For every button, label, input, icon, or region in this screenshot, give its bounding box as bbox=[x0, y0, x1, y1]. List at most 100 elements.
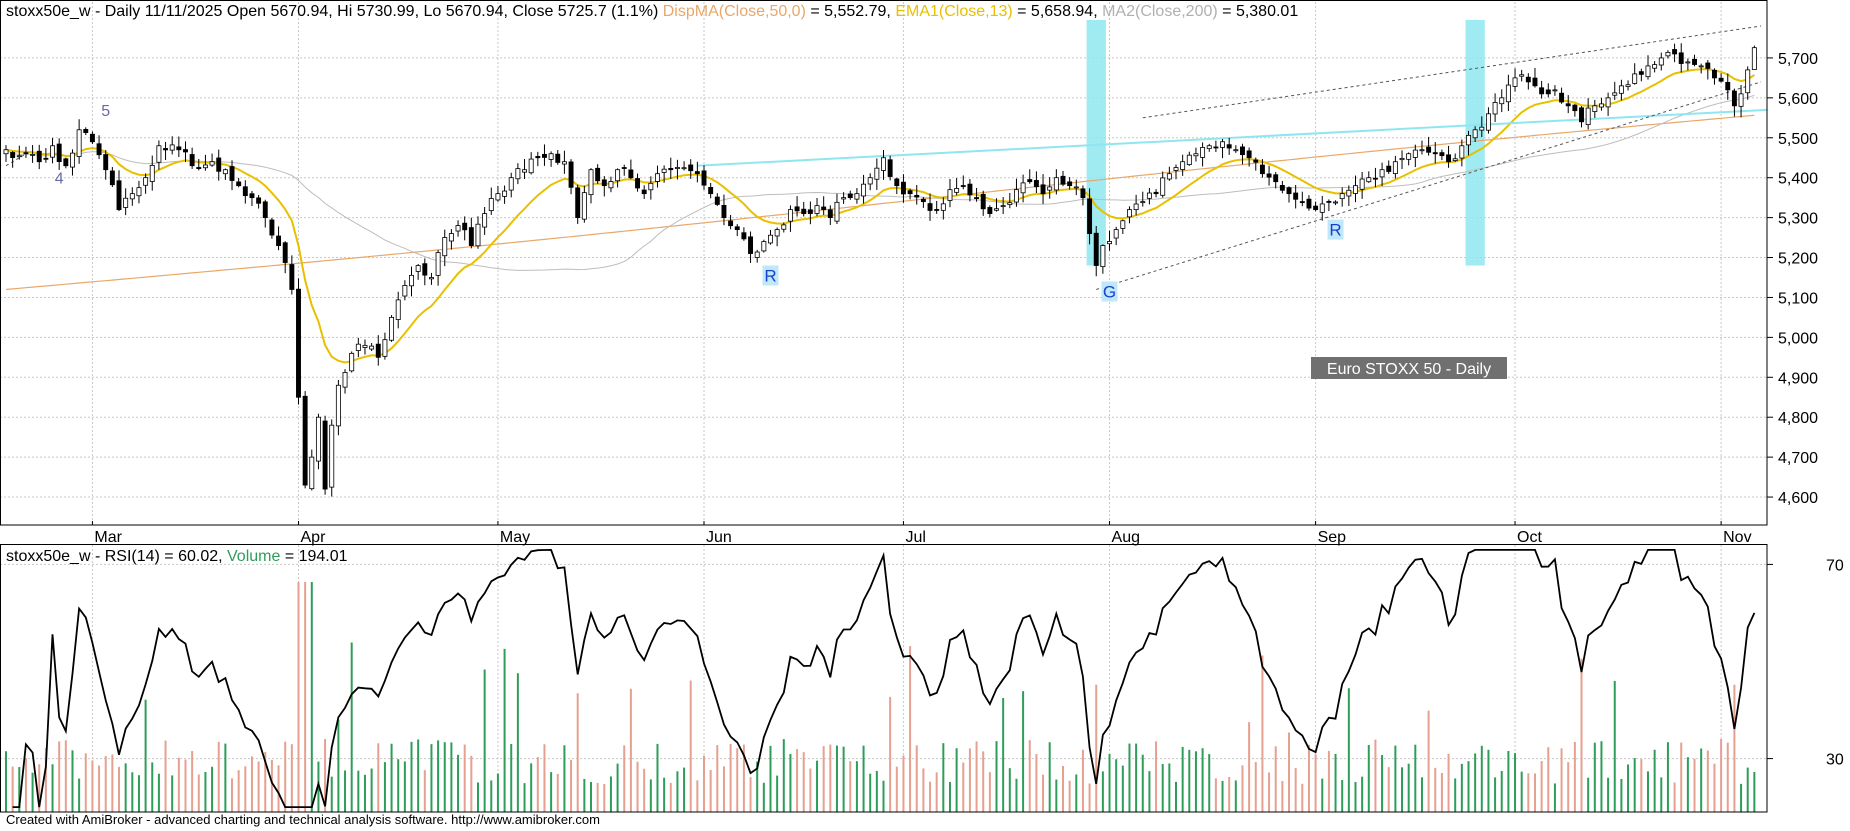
volume-bar bbox=[1254, 761, 1257, 812]
volume-bar bbox=[470, 755, 473, 812]
candle-down bbox=[721, 205, 727, 219]
rsi-header-text: stoxx50e_w - RSI(14) = 60.02, bbox=[6, 548, 227, 565]
candle-down bbox=[914, 194, 920, 198]
candle-down bbox=[980, 193, 986, 210]
watermark-label: Euro STOXX 50 - Daily bbox=[1327, 361, 1491, 378]
candle-up bbox=[1100, 245, 1106, 268]
volume-bar bbox=[290, 744, 293, 812]
volume-bar bbox=[98, 765, 101, 812]
candle-up bbox=[674, 167, 680, 169]
volume-bar bbox=[1241, 765, 1244, 812]
candle-down bbox=[1372, 177, 1378, 180]
candle-up bbox=[581, 192, 587, 220]
volume-bar bbox=[310, 582, 313, 812]
candle-up bbox=[1206, 145, 1212, 150]
candle-down bbox=[289, 264, 295, 290]
volume-bar bbox=[118, 766, 121, 812]
volume-bar bbox=[1048, 742, 1051, 812]
price-tick-label: 5,300 bbox=[1778, 211, 1818, 228]
volume-bar bbox=[922, 768, 925, 812]
candle-up bbox=[1399, 158, 1405, 161]
volume-bar bbox=[1653, 749, 1656, 812]
candle-down bbox=[242, 186, 248, 197]
x-tick-labels: Mar Apr May Jun Jul Aug Sep Oct Nov bbox=[91, 521, 1752, 546]
volume-bar bbox=[5, 751, 7, 812]
highlight-zone bbox=[1465, 20, 1485, 266]
candle-up bbox=[787, 209, 793, 222]
volume-bar bbox=[1294, 768, 1297, 812]
volume-bars bbox=[5, 582, 1756, 812]
volume-bar bbox=[1028, 740, 1031, 812]
candle-down bbox=[794, 206, 800, 212]
candle-down bbox=[920, 198, 926, 203]
candle-up bbox=[355, 343, 361, 351]
volume-bar bbox=[1307, 744, 1310, 812]
volume-bar bbox=[816, 760, 819, 812]
volume-bar bbox=[496, 773, 499, 812]
candle-up bbox=[681, 167, 687, 170]
volume-bar bbox=[1620, 778, 1623, 812]
volume-bar bbox=[1454, 778, 1457, 812]
price-tick-label: 5,400 bbox=[1778, 171, 1818, 188]
candle-up bbox=[1585, 107, 1591, 126]
volume-bar bbox=[1281, 781, 1284, 812]
volume-bar bbox=[11, 766, 14, 812]
volume-bar bbox=[1434, 767, 1437, 812]
volume-bar bbox=[1514, 753, 1517, 812]
candle-up bbox=[1353, 185, 1358, 194]
candle-down bbox=[575, 187, 581, 219]
volume-bar bbox=[457, 754, 460, 812]
volume-bar bbox=[1553, 783, 1556, 812]
candle-down bbox=[262, 201, 268, 219]
candle-down bbox=[23, 152, 29, 155]
candle-down bbox=[887, 159, 893, 177]
candle-up bbox=[222, 169, 228, 175]
volume-bar bbox=[1720, 739, 1723, 812]
candle-down bbox=[462, 222, 468, 231]
volume-bar bbox=[1168, 763, 1171, 812]
candlesticks bbox=[3, 43, 1757, 497]
volume-bar bbox=[224, 743, 227, 812]
candle-up bbox=[442, 237, 448, 257]
volume-bar bbox=[1327, 750, 1330, 812]
volume-bar bbox=[450, 742, 453, 812]
volume-bar bbox=[1600, 741, 1603, 812]
candle-up bbox=[1605, 97, 1611, 108]
volume-bar bbox=[869, 773, 872, 812]
candle-down bbox=[36, 150, 42, 163]
price-tick-label: 4,600 bbox=[1778, 490, 1818, 507]
candle-up bbox=[1505, 84, 1511, 103]
price-tick-label: 5,500 bbox=[1778, 131, 1818, 148]
candle-up bbox=[940, 203, 946, 211]
candle-up bbox=[561, 161, 567, 165]
candle-down bbox=[109, 170, 115, 186]
candle-down bbox=[967, 183, 973, 196]
volume-label: Volume bbox=[227, 548, 281, 565]
volume-bar bbox=[1208, 754, 1211, 812]
volume-bar bbox=[357, 770, 360, 812]
candle-down bbox=[621, 167, 627, 169]
volume-bar bbox=[1095, 684, 1098, 812]
volume-bar bbox=[1706, 750, 1709, 812]
candle-down bbox=[468, 227, 474, 246]
candle-up bbox=[648, 182, 654, 191]
candle-down bbox=[296, 288, 301, 398]
volume-bar bbox=[157, 773, 160, 812]
ema13-value: = 5,658.94, bbox=[1012, 3, 1103, 20]
volume-bar bbox=[231, 778, 234, 812]
candle-up bbox=[409, 274, 414, 287]
candle-down bbox=[1033, 180, 1039, 188]
candle-down bbox=[1565, 103, 1571, 107]
candle-down bbox=[688, 164, 694, 172]
volume-bar bbox=[1726, 742, 1729, 812]
candle-down bbox=[807, 209, 813, 214]
candle-up bbox=[661, 168, 667, 173]
volume-bar bbox=[968, 748, 971, 812]
candle-up bbox=[482, 213, 488, 228]
price-tick-label: 4,800 bbox=[1778, 410, 1818, 427]
volume-bar bbox=[463, 744, 466, 812]
volume-bar bbox=[742, 744, 745, 812]
candle-up bbox=[1452, 158, 1458, 161]
candle-down bbox=[249, 193, 255, 199]
candle-down bbox=[1705, 62, 1711, 69]
